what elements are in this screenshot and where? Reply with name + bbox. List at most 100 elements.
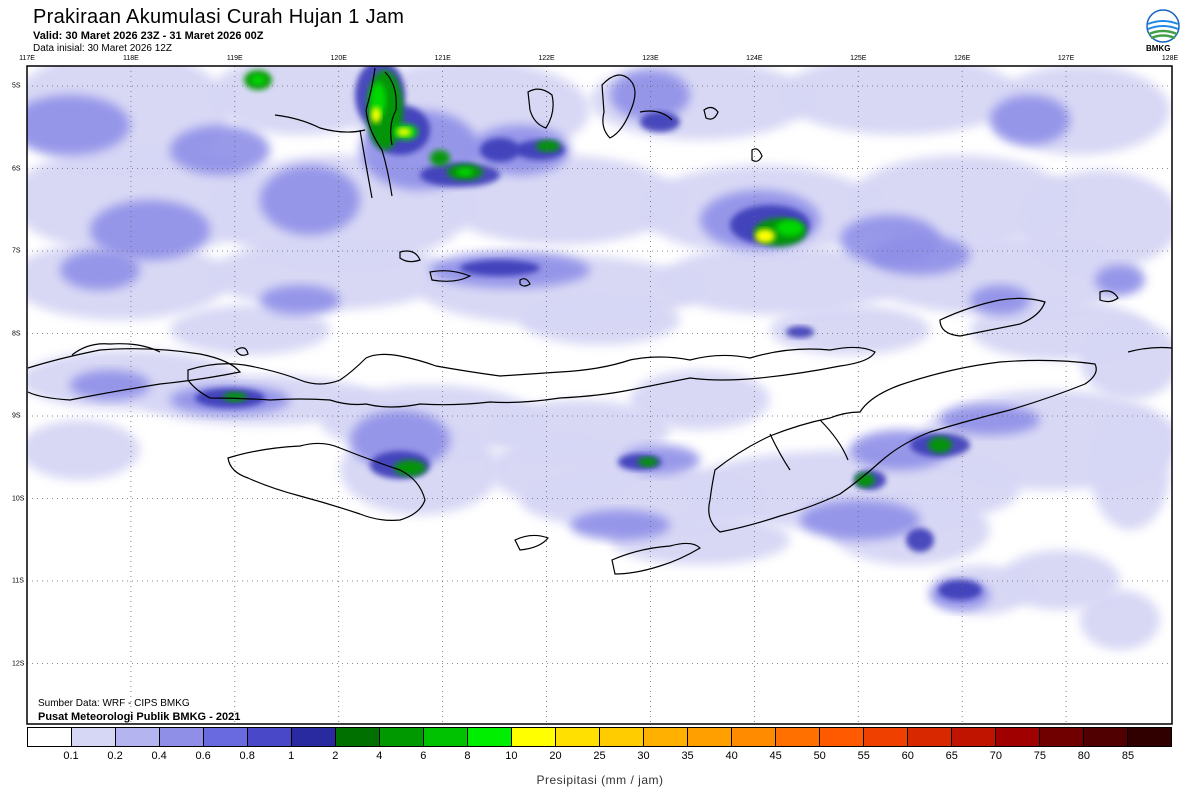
colorbar-tick-label: 1 [288,750,295,762]
rain-cell [394,460,426,476]
rain-cell [786,326,814,338]
lon-label-123e: 123E [642,55,659,62]
rain-cell [938,580,982,600]
lon-label-120e: 120E [330,55,347,62]
rain-cell [940,405,1040,435]
lon-label-117e: 117E [19,55,35,62]
map-title: Prakiraan Akumulasi Curah Hujan 1 Jam [33,6,405,28]
colorbar-swatch [776,728,820,746]
logo-text: BMKG [1146,44,1171,53]
rain-cell [776,220,804,236]
data-source: Sumber Data: WRF - CIPS BMKG [38,698,190,709]
colorbar-swatch [864,728,908,746]
rain-cell [60,250,140,290]
rain-cell [371,107,381,123]
colorbar-swatch [1040,728,1084,746]
colorbar-swatch [72,728,116,746]
colorbar-tick-label: 70 [989,750,1002,762]
rain-cell [610,70,690,120]
rain-cell [1080,590,1160,650]
rain-cell [170,125,270,175]
rain-cell [800,500,920,540]
colorbar-tick-label: 2 [332,750,339,762]
rain-cell [260,285,340,315]
initial-data: Data inisial: 30 Maret 2026 12Z [33,43,172,54]
colorbar-swatch [952,728,996,746]
colorbar-tick-label: 35 [681,750,694,762]
colorbar-tick-label: 0.6 [195,750,211,762]
lon-label-119e: 119E [226,55,243,62]
rain-cell [170,305,330,355]
colorbar-swatch [732,728,776,746]
colorbar-swatch [424,728,468,746]
lon-label-122e: 122E [538,55,555,62]
rain-cell [27,420,140,480]
rain-cell [1090,410,1170,530]
rain-cell [350,410,450,470]
lat-label-5s: 5S [12,82,21,90]
lat-label-8s: 8S [12,330,21,337]
rain-cell [457,168,473,176]
rain-cell [520,295,680,345]
rain-cell [630,370,770,430]
lon-label-118e: 118E [122,55,139,62]
colorbar-swatch [644,728,688,746]
rain-cell [928,437,952,453]
lat-label-12s: 12S [12,660,25,667]
colorbar-swatch [28,728,72,746]
colorbar-tick-label: 50 [813,750,826,762]
colorbar-swatch [160,728,204,746]
rain-cell [27,95,130,155]
colorbar-tick-label: 60 [901,750,914,762]
rain-cell [397,128,411,136]
rain-cell [460,260,540,276]
colorbar-tick-label: 0.2 [107,750,123,762]
colorbar-swatch [512,728,556,746]
precipitation-layer [27,66,1172,650]
colorbar-tick-label: 0.1 [63,750,79,762]
rain-cell [870,235,970,275]
lon-label-126e: 126E [953,55,971,62]
colorbar-swatch [1084,728,1128,746]
colorbar-tick-label: 80 [1077,750,1091,762]
colorbar-swatch [336,728,380,746]
colorbar-tick-label: 0.4 [151,750,167,762]
colorbar-swatch [116,728,160,746]
rain-cell [660,245,900,315]
colorbar-tick-label: 40 [725,750,738,762]
lat-label-6s: 6S [12,165,21,172]
colorbar-tick-label: 75 [1033,750,1046,762]
rain-cell [536,140,560,152]
rain-cell [480,138,520,162]
rain-cell [260,165,360,235]
rain-cell [855,473,875,487]
rain-cell [430,150,450,166]
colorbar-swatch [688,728,732,746]
colorbar-tick-label: 0.8 [239,750,255,762]
colorbar-tick-label: 8 [464,750,471,762]
lat-label-9s: 9S [12,412,21,420]
colorbar-swatch [820,728,864,746]
lon-label-127e: 127E [1057,55,1075,62]
colorbar-tick-label: 45 [769,750,782,762]
coastlines [27,67,1172,575]
rain-cell [1080,320,1172,400]
colorbar-tick-label: 85 [1121,750,1135,762]
map-frame [26,65,1173,725]
colorbar-swatch [204,728,248,746]
rain-cell [638,457,658,467]
lat-label-11s: 11S [12,577,24,585]
rain-cell [1000,550,1120,610]
bmkg-logo [1146,9,1180,43]
colorbar-swatch [380,728,424,746]
colorbar-tick-label: 65 [945,750,958,762]
colorbar-swatch [248,728,292,746]
colorbar-swatch [292,728,336,746]
colorbar-swatch [996,728,1040,746]
colorbar-tick-label: 10 [505,750,518,762]
rain-cell [780,66,1020,135]
lon-label-125e: 125E [850,55,867,62]
colorbar-swatch [468,728,512,746]
rain-cell [990,95,1070,145]
rain-cell [440,155,680,245]
